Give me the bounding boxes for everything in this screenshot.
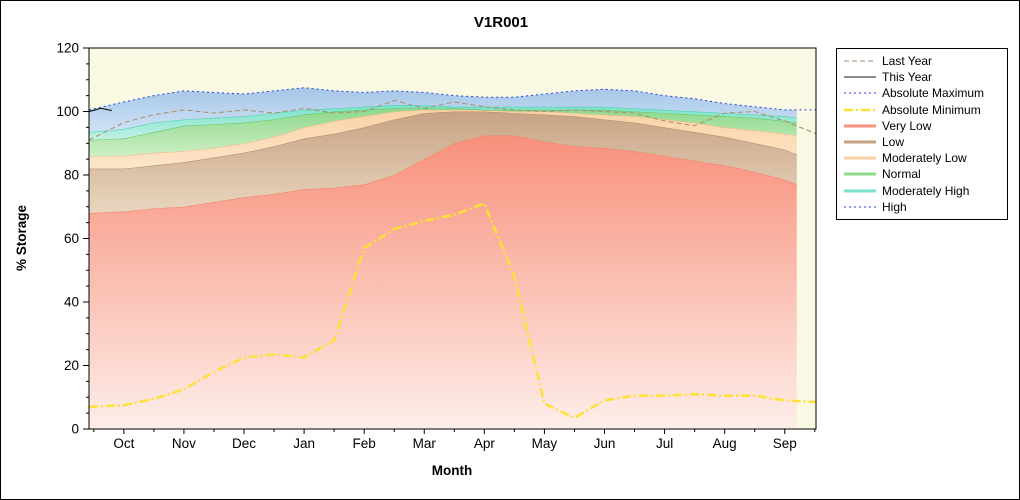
legend-label: High	[882, 199, 907, 214]
chart-canvas: 0 20 40 60 80 100 120 Oct Nov Dec Jan Feb Mar Apr May J…	[56, 41, 817, 451]
legend-item-high: High	[843, 199, 1001, 215]
legend-label: Last Year	[882, 54, 933, 69]
band-low	[89, 111, 797, 214]
line-absolute-maximum	[89, 87, 816, 111]
legend-label: Normal	[882, 167, 921, 182]
band-moderately-high	[89, 105, 797, 141]
legend-item-moderately-high: Moderately High	[843, 183, 1001, 199]
plot-frame	[88, 47, 817, 430]
legend-item-this-year: This Year	[843, 69, 1001, 85]
line-absolute-minimum	[89, 201, 816, 420]
axes: 0 20 40 60 80 100 120 Oct Nov Dec Jan Feb Mar Apr May J…	[56, 41, 817, 451]
line-last-year	[89, 99, 816, 141]
legend-swatch-last-year	[844, 60, 876, 62]
legend-label: Moderately High	[882, 183, 970, 198]
y-tick-label: 80	[64, 168, 79, 183]
x-tick-label: Jul	[656, 436, 673, 451]
legend-swatch-normal	[844, 172, 876, 176]
legend-item-absolute-maximum: Absolute Maximum	[843, 85, 1001, 101]
y-axis-label: % Storage	[14, 205, 29, 272]
y-tick-label: 120	[56, 41, 79, 56]
legend-swatch-absolute-minimum	[844, 108, 876, 111]
y-tick-label: 60	[64, 231, 79, 246]
legend-label: Low	[882, 135, 905, 150]
chart-legend: Last Year This Year Absolute Maximum Absolu…	[836, 48, 1008, 220]
y-tick-label: 20	[64, 358, 79, 373]
legend-label: Very Low	[882, 118, 932, 133]
x-tick-label: Feb	[353, 436, 376, 451]
legend-label: This Year	[882, 70, 933, 85]
x-tick-label: Dec	[232, 436, 256, 451]
chart-title: V1R001	[474, 14, 528, 31]
legend-swatch-this-year	[844, 76, 876, 78]
x-tick-label: Sep	[773, 436, 797, 451]
legend-label: Absolute Minimum	[882, 102, 981, 117]
band-normal	[89, 108, 797, 156]
x-tick-label: Aug	[713, 436, 737, 451]
band-high	[89, 87, 797, 133]
x-tick-label: Jan	[293, 436, 315, 451]
legend-item-very-low: Very Low	[843, 118, 1001, 134]
legend-swatch-very-low	[844, 124, 876, 128]
x-tick-label: Nov	[172, 436, 196, 451]
legend-item-last-year: Last Year	[843, 53, 1001, 69]
plot-layers	[89, 87, 816, 429]
x-tick-label: May	[532, 436, 558, 451]
legend-item-low: Low	[843, 134, 1001, 150]
legend-item-absolute-minimum: Absolute Minimum	[843, 102, 1001, 118]
legend-label: Absolute Maximum	[882, 86, 985, 101]
y-tick-label: 0	[71, 422, 79, 437]
y-tick-label: 100	[56, 104, 79, 119]
legend-swatch-moderately-high	[844, 189, 876, 193]
y-tick-label: 40	[64, 295, 79, 310]
band-moderately-low	[89, 109, 797, 169]
legend-swatch-absolute-maximum	[844, 92, 876, 94]
x-tick-label: Jun	[594, 436, 616, 451]
x-axis-label: Month	[432, 463, 472, 478]
legend-label: Moderately Low	[882, 151, 967, 166]
legend-item-moderately-low: Moderately Low	[843, 150, 1001, 166]
line-this-year	[89, 107, 112, 113]
x-tick-label: Apr	[474, 436, 496, 451]
legend-item-normal: Normal	[843, 166, 1001, 182]
x-tick-label: Mar	[413, 436, 437, 451]
legend-swatch-low	[844, 140, 876, 144]
legend-swatch-high	[844, 206, 876, 208]
x-tick-label: Oct	[113, 436, 134, 451]
legend-swatch-moderately-low	[844, 156, 876, 160]
